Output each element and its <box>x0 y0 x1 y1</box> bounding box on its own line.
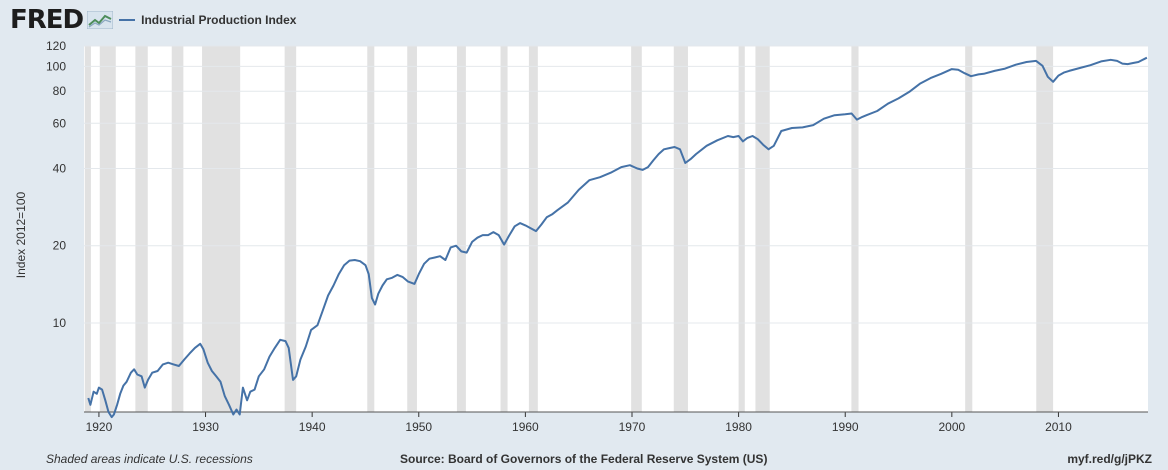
recession-band <box>1036 46 1054 412</box>
short-url[interactable]: myf.red/g/jPKZ <box>1067 452 1152 466</box>
x-tick-label: 1940 <box>299 420 326 434</box>
recession-band <box>851 46 859 412</box>
series-line <box>87 56 1148 419</box>
x-tick-label: 1970 <box>619 420 646 434</box>
chart-header: FRED Industrial Production Index <box>10 4 296 36</box>
recession-band <box>965 46 973 412</box>
recession-band <box>99 46 116 412</box>
recession-band <box>755 46 770 412</box>
recession-band <box>171 46 184 412</box>
plot-area <box>84 46 1148 412</box>
y-tick-label: 20 <box>53 239 67 253</box>
source-note: Source: Board of Governors of the Federa… <box>400 452 768 466</box>
recession-note: Shaded areas indicate U.S. recessions <box>46 452 253 466</box>
x-tick-label: 1920 <box>86 420 113 434</box>
legend-label: Industrial Production Index <box>141 13 297 27</box>
y-tick-label: 100 <box>46 59 66 73</box>
y-tick-label: 80 <box>53 84 67 98</box>
recession-band <box>456 46 466 412</box>
recession-band <box>202 46 241 412</box>
recession-band <box>135 46 148 412</box>
x-tick-label: 1960 <box>512 420 539 434</box>
y-tick-label: 40 <box>53 161 67 175</box>
x-tick-label: 2000 <box>938 420 965 434</box>
legend-swatch <box>119 19 136 21</box>
recession-band <box>367 46 375 412</box>
x-tick-label: 1930 <box>192 420 219 434</box>
recession-band <box>284 46 297 412</box>
legend: Industrial Production Index <box>119 13 296 27</box>
fred-logo[interactable]: FRED <box>10 5 84 35</box>
x-tick-label: 1950 <box>405 420 432 434</box>
recession-band <box>84 46 91 412</box>
line-chart-icon <box>87 11 114 29</box>
y-axis-label: Index 2012=100 <box>14 191 28 278</box>
y-tick-label: 60 <box>53 116 67 130</box>
x-tick-label: 1980 <box>725 420 752 434</box>
x-tick-label: 2010 <box>1045 420 1072 434</box>
recession-band <box>631 46 642 412</box>
recession-band <box>500 46 508 412</box>
y-tick-label: 120 <box>46 39 66 53</box>
recession-band <box>673 46 688 412</box>
recession-band <box>738 46 745 412</box>
recession-band <box>407 46 417 412</box>
y-tick-label: 10 <box>53 316 67 330</box>
x-tick-label: 1990 <box>832 420 859 434</box>
